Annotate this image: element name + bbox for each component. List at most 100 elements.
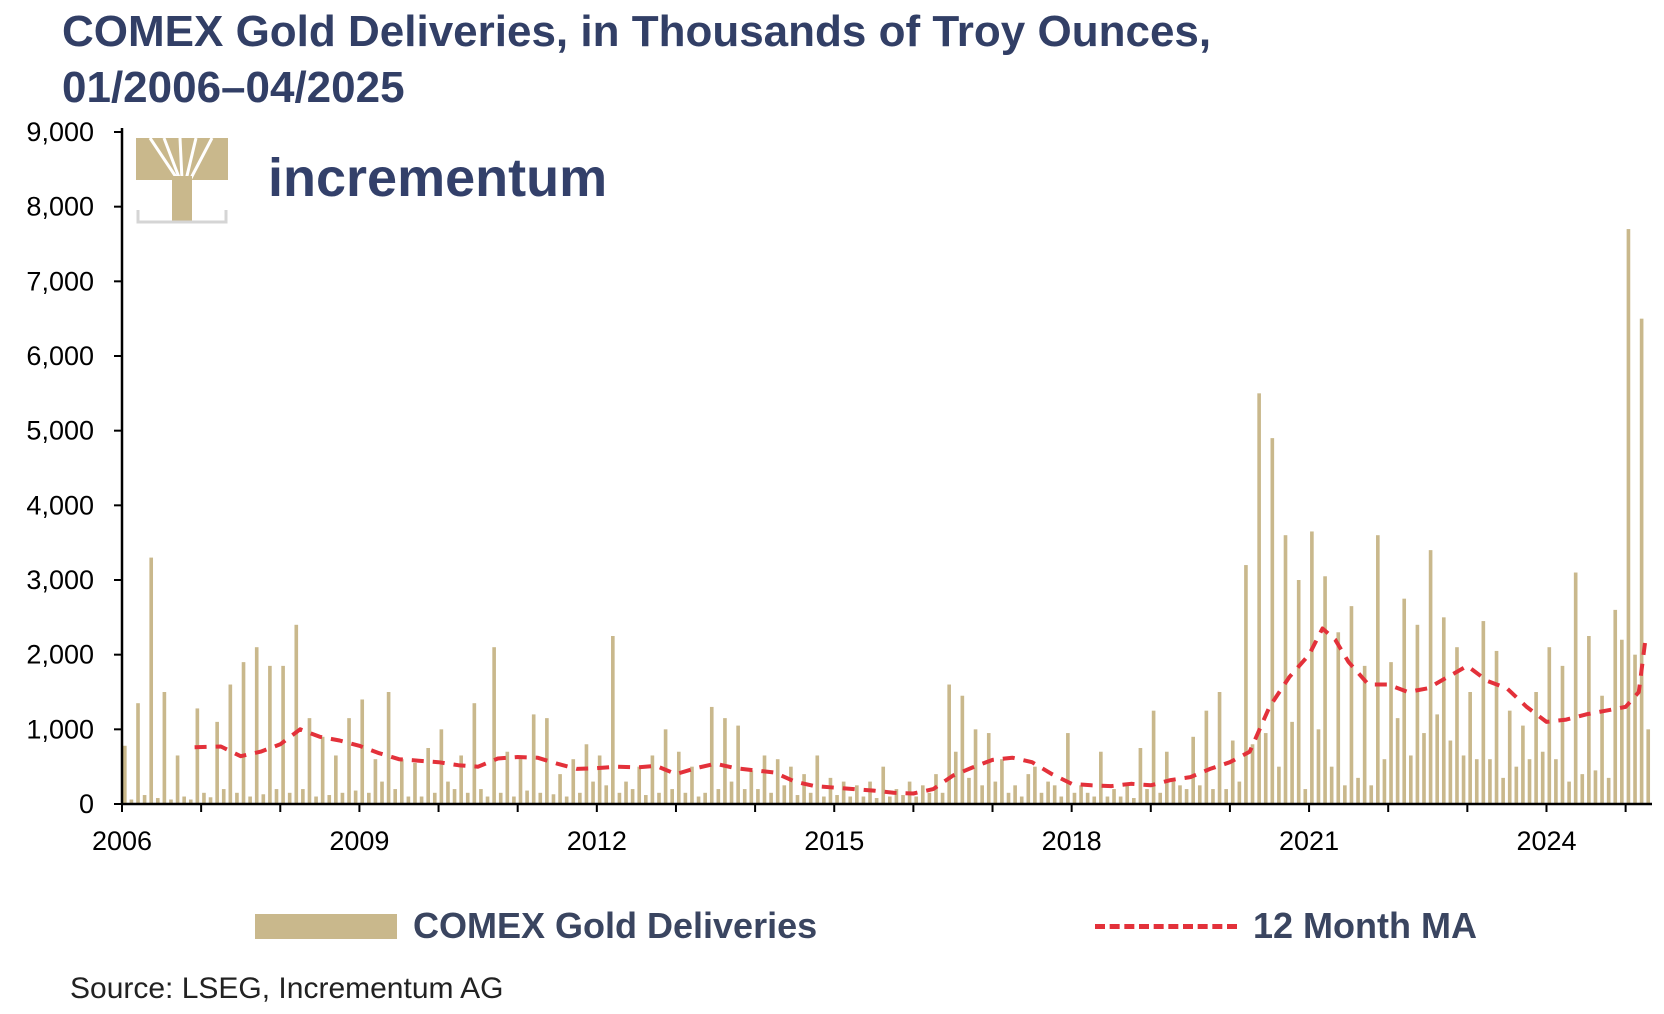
bar xyxy=(848,796,853,804)
bar xyxy=(1349,606,1354,804)
bar xyxy=(472,703,477,804)
bar xyxy=(175,755,180,804)
bar xyxy=(874,798,879,804)
bar xyxy=(1046,781,1050,804)
bar xyxy=(386,692,391,804)
bar xyxy=(525,790,529,804)
source-note: Source: LSEG, Incrementum AG xyxy=(70,972,504,1005)
bar xyxy=(1125,785,1130,804)
bar xyxy=(611,636,615,804)
bar xyxy=(1039,792,1044,804)
bar xyxy=(1362,665,1367,804)
bar xyxy=(215,721,219,804)
bar xyxy=(1224,789,1228,804)
bar xyxy=(960,695,965,804)
bar xyxy=(1422,733,1426,804)
logo-tree-base xyxy=(136,210,228,224)
bar xyxy=(802,774,806,804)
y-tick-label: 4,000 xyxy=(26,490,94,520)
bar xyxy=(1277,766,1281,804)
bar xyxy=(241,662,246,804)
bar xyxy=(208,797,213,804)
bar xyxy=(1639,318,1644,804)
bar xyxy=(1402,598,1407,804)
bar xyxy=(683,792,688,804)
bar xyxy=(459,755,463,804)
bar xyxy=(1606,777,1611,804)
chart-title: COMEX Gold Deliveries, in Thousands of T… xyxy=(62,4,1622,116)
x-tick-label: 2012 xyxy=(567,826,627,856)
bar xyxy=(1138,748,1143,804)
bar xyxy=(1019,796,1024,804)
bar xyxy=(360,699,365,804)
bar xyxy=(1468,692,1472,804)
bar xyxy=(1112,789,1116,804)
y-tick-label: 2,000 xyxy=(26,640,94,670)
bar xyxy=(1230,740,1235,804)
bar xyxy=(1527,759,1532,804)
bar xyxy=(1600,695,1604,804)
bar xyxy=(769,792,773,804)
bar xyxy=(1547,647,1552,804)
bar xyxy=(1270,438,1275,804)
bar xyxy=(531,714,536,804)
bar xyxy=(1494,650,1499,804)
bar xyxy=(485,796,490,804)
bar xyxy=(756,789,760,804)
bar xyxy=(1488,759,1492,804)
bar xyxy=(808,792,813,804)
bar xyxy=(1310,531,1314,804)
bar xyxy=(1066,733,1070,804)
y-tick-label: 6,000 xyxy=(26,341,94,371)
bar xyxy=(1573,572,1578,804)
bar xyxy=(1428,550,1433,804)
bar xyxy=(479,789,483,804)
y-tick-label: 3,000 xyxy=(26,565,94,595)
bar xyxy=(149,557,154,804)
bar xyxy=(558,774,562,804)
bar xyxy=(868,781,872,804)
legend-label-deliveries: COMEX Gold Deliveries xyxy=(413,905,818,946)
bar xyxy=(1382,759,1387,804)
bar xyxy=(676,751,681,804)
bar xyxy=(822,796,826,804)
bar xyxy=(967,777,971,804)
bar xyxy=(1171,781,1176,804)
y-tick-label: 0 xyxy=(79,789,94,819)
bar xyxy=(1481,621,1486,804)
bar xyxy=(1105,796,1110,804)
bar xyxy=(301,789,305,804)
bar xyxy=(413,762,417,804)
bar xyxy=(1395,718,1400,804)
bar xyxy=(446,781,450,804)
bar xyxy=(1026,774,1031,804)
bar xyxy=(762,755,767,804)
y-tick-label: 7,000 xyxy=(26,266,94,296)
bar xyxy=(1217,692,1222,804)
bar xyxy=(123,745,127,804)
bar xyxy=(1013,785,1017,804)
bar xyxy=(643,795,648,804)
bar xyxy=(320,736,325,804)
bar xyxy=(1052,785,1057,804)
bar xyxy=(815,755,820,804)
bar xyxy=(729,781,734,804)
x-tick-label: 2021 xyxy=(1279,826,1339,856)
bar xyxy=(538,792,543,804)
bar xyxy=(1514,766,1519,804)
bar xyxy=(630,789,635,804)
bar xyxy=(452,789,457,804)
bar xyxy=(1059,796,1064,804)
bar xyxy=(373,759,378,804)
chart-plot: incrementum 0 1,000 2,000 3,000 4,000 5,000 6,… xyxy=(26,118,1652,856)
bar xyxy=(1613,609,1618,804)
logo-tree-trunk xyxy=(172,176,192,222)
logo-wordmark: incrementum xyxy=(268,148,607,208)
bar xyxy=(1626,229,1631,804)
ma-line xyxy=(194,626,1648,796)
bar xyxy=(920,785,925,804)
bar xyxy=(235,792,239,804)
bar xyxy=(1079,785,1083,804)
bar xyxy=(1316,729,1321,804)
bar xyxy=(1534,692,1538,804)
